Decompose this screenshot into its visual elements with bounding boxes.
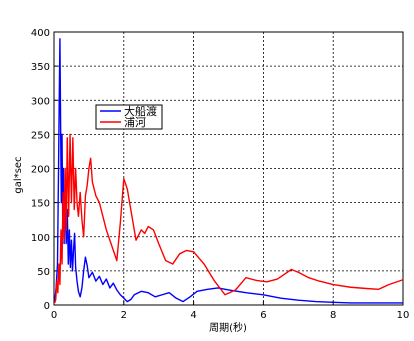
y-tick-label: 0 [44,301,50,312]
x-axis-label: 周期(秒) [209,321,247,334]
legend-box [95,104,163,130]
legend-label-series-1: 大船渡 [124,104,157,118]
series-line-2 [54,133,404,304]
plot-area [53,31,404,306]
y-axis-label: gal*sec [13,156,24,193]
y-tick-label: 100 [31,233,50,244]
x-tick-label: 10 [397,310,410,321]
series-layer [54,38,404,304]
y-tick-label: 250 [31,130,50,141]
x-tick-label: 6 [260,310,266,321]
x-tick-label: 2 [121,310,127,321]
y-tick-label: 200 [31,165,50,176]
y-tick-label: 50 [37,267,50,278]
grid [54,32,403,305]
x-tick-label: 8 [330,310,336,321]
legend: 大船渡 浦河 [95,104,163,130]
y-tick-label: 400 [31,28,50,39]
x-tick-label: 0 [51,310,57,321]
y-tick-label: 300 [31,96,50,107]
legend-label-series-2: 浦河 [124,116,146,129]
y-tick-label: 350 [31,62,50,73]
y-axis-ticks: 0 50 100 150 200 250 300 350 400 [31,28,58,312]
y-tick-label: 150 [31,199,50,210]
x-tick-label: 4 [190,310,196,321]
